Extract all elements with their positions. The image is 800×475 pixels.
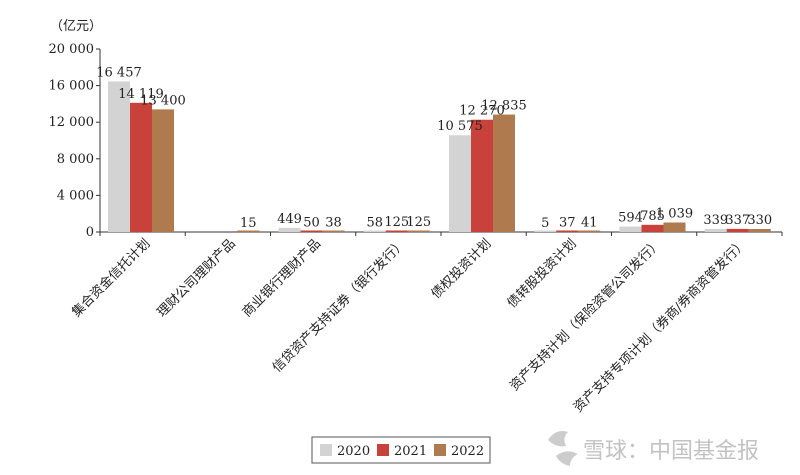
- bar-2020: [278, 227, 301, 232]
- legend-swatch-2021: [377, 444, 389, 456]
- bar-2021: [385, 230, 408, 232]
- bar-2022: [748, 228, 771, 232]
- data-label-2021: 125: [384, 215, 409, 230]
- bar-2021: [641, 224, 664, 232]
- category-label: 理财公司理财产品: [155, 236, 239, 320]
- y-tick-label: 4 000: [57, 188, 94, 203]
- data-label-2021: 785: [640, 209, 665, 224]
- category-label: 商业银行理财产品: [240, 236, 324, 320]
- y-tick-label: 20 000: [49, 42, 95, 57]
- bars-group: [108, 81, 771, 232]
- legend-label-2021: 2021: [394, 444, 427, 459]
- category-label: 资产支持专项计划（券商/券商资管发行）: [570, 236, 750, 416]
- bar-2020: [449, 135, 471, 232]
- data-label-2022: 41: [581, 216, 598, 231]
- category-label: 债权投资计划: [428, 236, 494, 302]
- data-label-2021: 50: [303, 216, 320, 231]
- bar-2020: [534, 230, 557, 232]
- bar-2020: [619, 226, 642, 232]
- data-label-2020: 449: [277, 212, 302, 227]
- bar-2022: [237, 230, 260, 232]
- data-label-2021: 337: [725, 213, 750, 228]
- y-unit-label: （亿元）: [50, 19, 102, 34]
- bar-2022: [322, 230, 345, 232]
- data-label-2022: 1 039: [656, 206, 693, 221]
- data-label-2021: 37: [559, 216, 576, 231]
- category-label: 债转股投资计划: [504, 236, 580, 312]
- data-label-2022: 15: [240, 216, 257, 231]
- y-tick-label: 12 000: [49, 115, 95, 130]
- bar-2021: [471, 119, 493, 232]
- data-label-2021: 14 119: [118, 87, 164, 102]
- watermark-text: 雪球：中国基金报: [583, 439, 759, 464]
- data-labels-group: 16 457 449 58 10 575 5 594 339 14 119 50 125 12 27…: [96, 65, 772, 231]
- category-label: 集合资金信托计划: [69, 236, 154, 321]
- legend: 2020 2021 2022: [311, 436, 491, 464]
- data-label-2022: 125: [406, 215, 431, 230]
- y-tick-label: 8 000: [57, 152, 94, 167]
- bar-2022: [663, 222, 686, 232]
- bar-2020: [704, 228, 727, 232]
- bar-2020: [108, 81, 130, 232]
- legend-swatch-2022: [434, 444, 446, 456]
- data-label-2022: 13 400: [140, 93, 186, 108]
- legend-swatch-2020: [320, 444, 332, 456]
- data-label-2020: 58: [366, 215, 383, 230]
- category-label: 资产支持计划（保险资管公司发行）: [507, 236, 665, 394]
- x-axis: [99, 231, 783, 236]
- bar-2020: [363, 230, 386, 232]
- data-label-2020: 594: [618, 211, 643, 226]
- data-label-2022: 12 835: [481, 99, 527, 114]
- legend-label-2022: 2022: [451, 444, 484, 459]
- bar-2021: [726, 228, 749, 232]
- legend-label-2020: 2020: [337, 444, 370, 459]
- data-label-2020: 10 575: [437, 119, 483, 134]
- legend-frame: [311, 436, 491, 464]
- data-label-2020: 339: [703, 213, 728, 228]
- data-label-2020: 5: [541, 216, 549, 231]
- bar-2022: [578, 230, 601, 232]
- bar-2022: [152, 109, 174, 232]
- data-label-2022: 38: [325, 216, 342, 231]
- data-label-2021: 12 270: [459, 104, 505, 119]
- y-axis: 0 4 000 8 000 12 000 16 000 20 000: [49, 42, 101, 240]
- data-label-2022: 330: [747, 213, 772, 228]
- bar-2021: [300, 230, 323, 232]
- category-label: 信贷资产支持证券（银行发行）: [269, 236, 409, 376]
- data-label-2020: 16 457: [96, 65, 142, 80]
- y-tick-label: 0: [86, 225, 94, 240]
- snowball-logo-icon: [548, 431, 578, 466]
- bar-2021: [130, 102, 152, 232]
- bar-2021: [556, 230, 579, 232]
- bar-2022: [493, 114, 515, 232]
- y-tick-label: 16 000: [49, 79, 95, 94]
- watermark: 雪球：中国基金报: [548, 431, 759, 466]
- bar-2022: [407, 230, 430, 232]
